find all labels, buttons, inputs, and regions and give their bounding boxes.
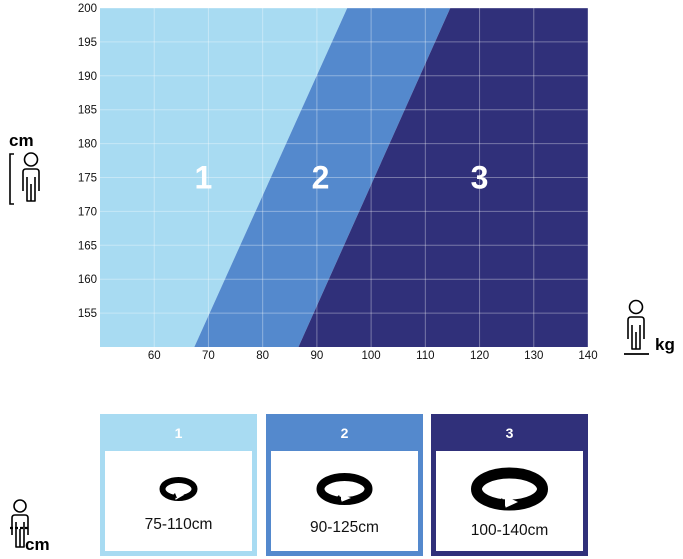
y-tick-label: 165 [78, 240, 97, 252]
x-tick-label: 100 [362, 350, 381, 362]
y-tick-label: 170 [78, 206, 97, 218]
size-card-body: 90-125cm [271, 451, 418, 551]
y-tick-label: 155 [78, 308, 97, 320]
zone-3-area [298, 8, 588, 347]
x-tick-label: 130 [524, 350, 543, 362]
y-tick-label: 160 [78, 274, 97, 286]
y-tick-label: 175 [78, 173, 97, 185]
size-card-1: 1 75-110cm [100, 414, 257, 556]
size-card-range: 90-125cm [310, 519, 379, 536]
size-card-3: 3 100-140cm [431, 414, 588, 556]
size-card-number: 3 [431, 414, 588, 451]
x-tick-label: 140 [578, 350, 597, 362]
zone-1-label: 1 [195, 160, 213, 196]
medium-belt-icon [316, 473, 373, 505]
waist-unit-label: cm [25, 535, 50, 554]
y-tick-label: 195 [78, 37, 97, 49]
y-tick-label: 190 [78, 71, 97, 83]
size-card-number: 2 [266, 414, 423, 451]
size-chart: 60 70 80 90 100 110 120 130 140 155 160 165 170 175 18… [78, 3, 598, 362]
x-tick-label: 90 [310, 350, 323, 362]
size-card-range: 100-140cm [470, 522, 549, 539]
small-belt-icon [159, 477, 198, 501]
size-card-number: 1 [100, 414, 257, 451]
zone-1-area [100, 8, 348, 347]
person-height-icon [9, 152, 40, 205]
large-belt-icon [471, 467, 548, 511]
size-card-2: 2 90-125cm [266, 414, 423, 556]
person-weight-icon [624, 299, 649, 355]
x-tick-label: 70 [202, 350, 215, 362]
x-tick-label: 80 [256, 350, 269, 362]
y-axis-unit-label: cm [9, 131, 34, 150]
x-tick-label: 60 [148, 350, 161, 362]
y-tick-label: 180 [78, 139, 97, 151]
x-tick-label: 110 [416, 350, 434, 362]
size-card-body: 100-140cm [436, 451, 583, 551]
y-tick-label: 185 [78, 105, 97, 117]
person-waist-icon [10, 499, 30, 548]
x-axis-unit-label: kg [655, 335, 675, 354]
zone-2-label: 2 [312, 160, 330, 196]
size-legend: 1 75-110cm 2 90-125cm 3 [100, 414, 590, 556]
y-tick-label: 200 [78, 3, 97, 15]
zone-2-area [194, 8, 451, 347]
size-card-body: 75-110cm [105, 451, 252, 551]
x-tick-label: 120 [470, 350, 489, 362]
size-card-range: 75-110cm [144, 516, 213, 533]
zone-3-label: 3 [471, 160, 489, 196]
